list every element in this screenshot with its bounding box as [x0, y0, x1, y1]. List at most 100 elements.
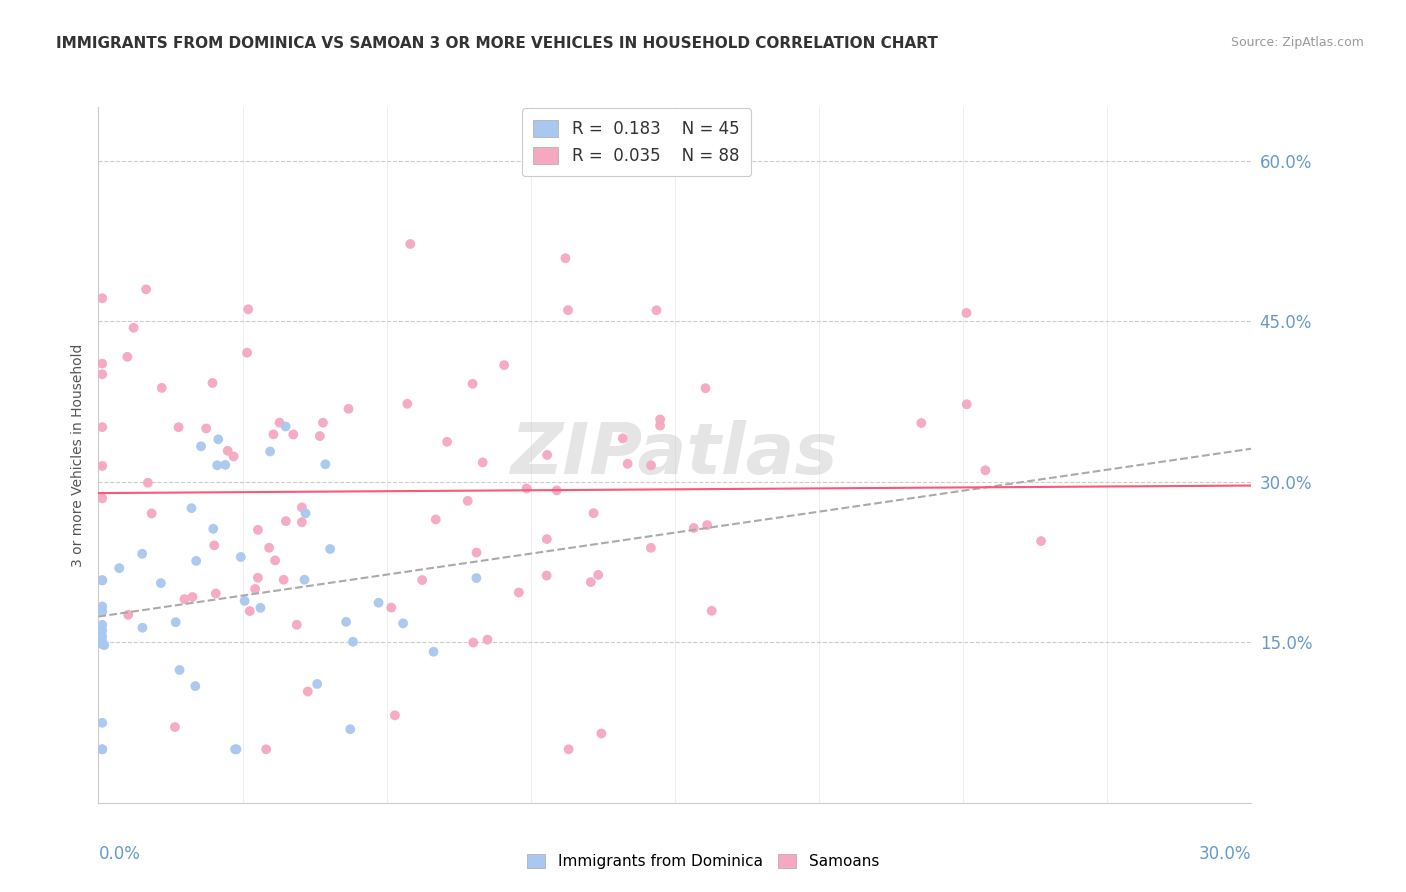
Point	[224, 742, 246, 756]
Point	[236, 345, 259, 359]
Point	[184, 679, 207, 693]
Point	[554, 251, 576, 265]
Point	[463, 635, 485, 649]
Point	[955, 306, 977, 320]
Point	[546, 483, 568, 498]
Point	[262, 427, 284, 442]
Point	[648, 418, 671, 433]
Point	[283, 427, 305, 442]
Point	[974, 463, 997, 477]
Point	[149, 576, 172, 591]
Point	[186, 554, 208, 568]
Point	[314, 457, 336, 471]
Point	[91, 368, 114, 382]
Point	[1029, 534, 1052, 549]
Point	[392, 616, 415, 631]
Point	[586, 568, 609, 582]
Point	[645, 303, 668, 318]
Point	[91, 624, 114, 638]
Point	[108, 561, 131, 575]
Point	[494, 358, 516, 372]
Point	[312, 416, 335, 430]
Point	[294, 507, 316, 521]
Point	[195, 421, 218, 435]
Point	[243, 582, 266, 596]
Point	[536, 448, 558, 462]
Point	[384, 708, 406, 723]
Point	[165, 615, 187, 630]
Point	[465, 545, 488, 559]
Point	[91, 420, 114, 434]
Point	[257, 541, 280, 555]
Point	[204, 586, 226, 600]
Point	[425, 512, 447, 526]
Point	[274, 514, 297, 528]
Point	[190, 439, 212, 453]
Point	[259, 444, 281, 458]
Point	[91, 715, 114, 730]
Point	[422, 645, 444, 659]
Point	[471, 455, 494, 469]
Point	[173, 592, 195, 607]
Point	[457, 494, 479, 508]
Point	[367, 596, 389, 610]
Point	[285, 617, 308, 632]
Point	[254, 742, 277, 756]
Point	[91, 742, 114, 756]
Point	[682, 521, 704, 535]
Point	[202, 522, 225, 536]
Point	[579, 575, 602, 590]
Point	[319, 541, 342, 556]
Point	[461, 376, 484, 391]
Point	[335, 615, 357, 629]
Text: 30.0%: 30.0%	[1199, 845, 1251, 863]
Point	[910, 416, 932, 430]
Point	[169, 663, 191, 677]
Point	[246, 571, 269, 585]
Point	[557, 742, 579, 756]
Point	[339, 723, 361, 737]
Point	[612, 431, 634, 445]
Point	[695, 381, 717, 395]
Point	[91, 599, 114, 614]
Point	[91, 573, 114, 587]
Point	[696, 518, 718, 533]
Point	[536, 532, 558, 546]
Point	[91, 630, 114, 644]
Point	[229, 549, 252, 564]
Point	[399, 236, 422, 251]
Point	[294, 573, 316, 587]
Point	[297, 684, 319, 698]
Point	[91, 634, 114, 648]
Legend: Immigrants from Dominica, Samoans: Immigrants from Dominica, Samoans	[522, 848, 884, 875]
Point	[380, 600, 402, 615]
Point	[238, 302, 260, 317]
Point	[516, 482, 538, 496]
Point	[436, 434, 458, 449]
Point	[246, 523, 269, 537]
Point	[225, 742, 247, 756]
Point	[465, 571, 488, 585]
Point	[557, 303, 579, 318]
Point	[956, 397, 979, 411]
Point	[239, 604, 262, 618]
Point	[269, 416, 291, 430]
Point	[640, 541, 662, 555]
Point	[214, 458, 236, 472]
Point	[91, 604, 114, 618]
Point	[122, 320, 145, 334]
Point	[591, 726, 613, 740]
Point	[180, 501, 202, 516]
Point	[222, 450, 245, 464]
Point	[91, 574, 114, 588]
Point	[91, 357, 114, 371]
Point	[150, 381, 173, 395]
Point	[181, 590, 204, 604]
Point	[91, 291, 114, 305]
Point	[91, 742, 114, 756]
Point	[201, 376, 224, 390]
Point	[141, 507, 163, 521]
Point	[650, 412, 672, 426]
Point	[309, 429, 332, 443]
Point	[700, 604, 723, 618]
